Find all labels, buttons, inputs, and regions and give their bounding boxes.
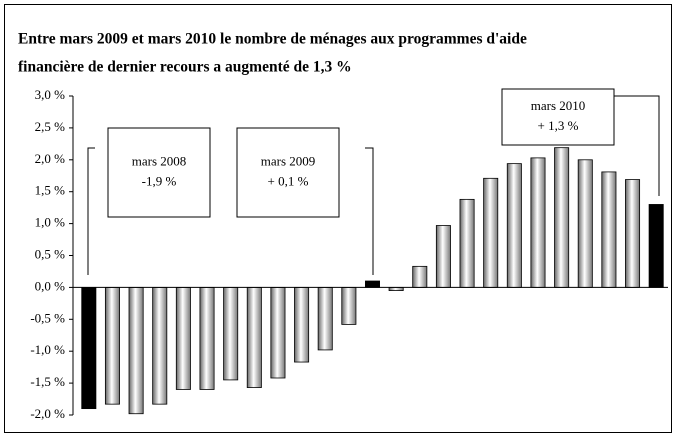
bar (459, 198, 475, 288)
y-tick-label: -0,5 % (30, 310, 65, 325)
y-tick-label: 1,0 % (35, 215, 66, 230)
y-tick-label: -1,0 % (30, 342, 65, 357)
annotation-text: + 0,1 % (268, 173, 309, 188)
bar (223, 286, 239, 381)
bar (341, 286, 357, 325)
annotation-text: mars 2010 (531, 98, 586, 113)
y-tick-label: 1,5 % (35, 183, 66, 198)
bar (483, 177, 499, 288)
bracket (87, 147, 95, 275)
annotation-box (501, 88, 615, 146)
bracket (365, 147, 374, 275)
bracket (614, 95, 660, 196)
bar (317, 286, 333, 351)
y-tick-label: 0,5 % (35, 246, 66, 261)
bar (152, 286, 168, 405)
y-tick-label: 3,0 % (35, 87, 66, 102)
bar (506, 163, 522, 288)
annotation-text: mars 2008 (132, 153, 187, 168)
y-tick-label: -1,5 % (30, 374, 65, 389)
bar (530, 157, 546, 288)
bar (175, 286, 191, 390)
annotation-text: mars 2009 (261, 153, 316, 168)
bar (625, 179, 641, 288)
chart-title: financière de dernier recours a augmenté… (18, 59, 352, 76)
bar (648, 204, 664, 288)
bar (246, 286, 262, 388)
y-tick-label: 2,5 % (35, 119, 66, 134)
annotation-box (236, 127, 340, 218)
bar (270, 286, 286, 379)
bar (577, 159, 593, 288)
annotation-text: + 1,3 % (538, 118, 579, 133)
y-tick-label: 2,0 % (35, 151, 66, 166)
chart-title: Entre mars 2009 et mars 2010 le nombre d… (18, 31, 527, 48)
annotation-text: -1,9 % (142, 173, 177, 188)
y-tick-label: -2,0 % (30, 406, 65, 421)
bar (81, 286, 97, 410)
bar (601, 171, 617, 288)
bar (128, 286, 144, 415)
y-tick-label: 0,0 % (35, 278, 66, 293)
bar (294, 286, 310, 363)
annotation-box (107, 127, 211, 218)
bar (365, 280, 380, 288)
bar (554, 147, 570, 288)
bar (412, 265, 428, 288)
bar (199, 286, 215, 390)
bar (104, 286, 120, 405)
bar (435, 225, 451, 288)
